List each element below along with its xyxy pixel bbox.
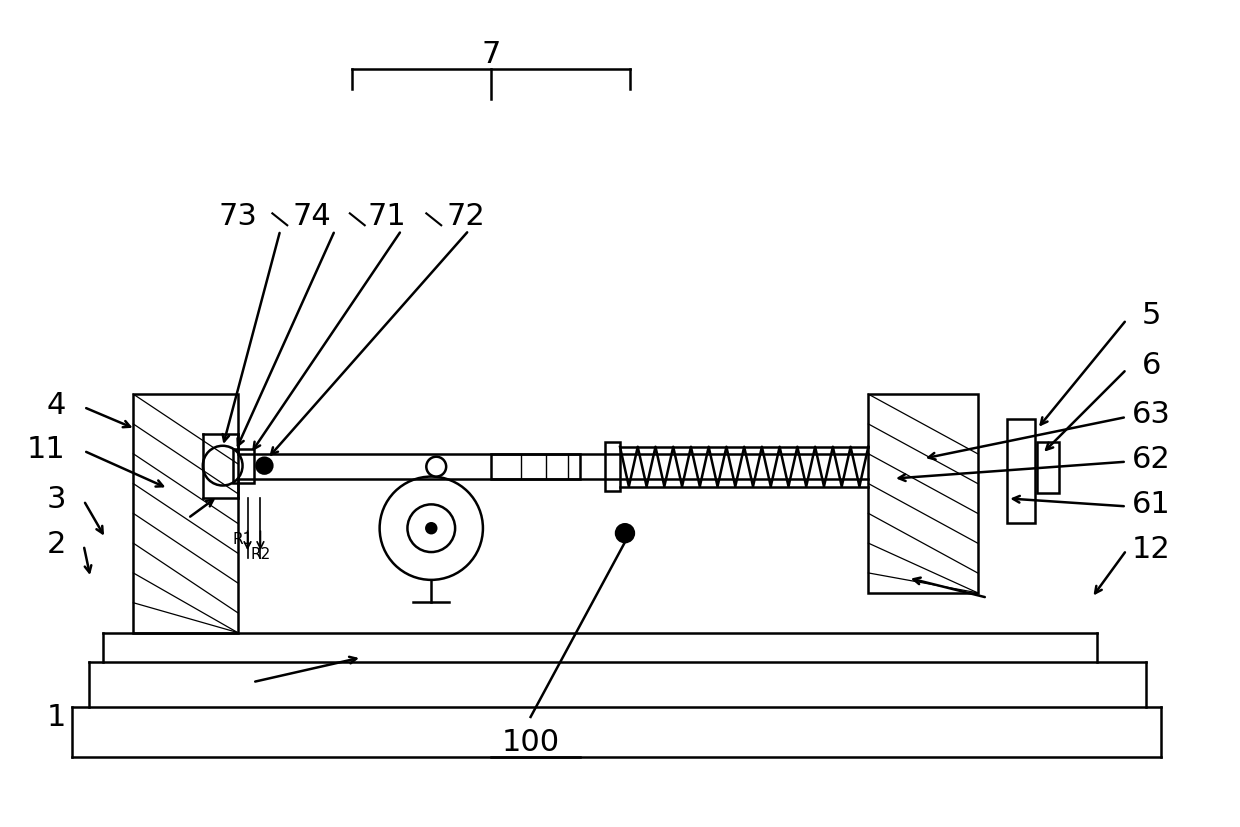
Circle shape [427,457,446,477]
Text: 74: 74 [293,202,331,231]
Circle shape [257,458,273,474]
Text: 7: 7 [481,40,501,69]
Text: 5: 5 [1142,301,1161,330]
Bar [1037,442,1059,494]
Circle shape [427,523,436,533]
Text: 73: 73 [218,202,257,231]
Text: 72: 72 [446,202,485,231]
Text: 4: 4 [46,390,66,419]
Circle shape [203,447,243,486]
Circle shape [379,477,482,581]
Bar [233,449,254,483]
Text: 11: 11 [27,435,66,464]
Circle shape [616,524,634,543]
Text: 63: 63 [1132,400,1171,429]
Text: 3: 3 [46,485,66,514]
Text: 1: 1 [46,703,66,732]
Bar [1007,419,1035,523]
Text: 61: 61 [1132,490,1171,519]
Text: 2: 2 [46,529,66,558]
Bar [868,394,977,593]
Text: R1: R1 [232,531,253,546]
Text: 62: 62 [1132,445,1171,474]
Bar [133,394,238,633]
Bar [605,442,620,492]
Text: 100: 100 [501,728,559,757]
Text: 6: 6 [1142,351,1161,380]
Circle shape [408,504,455,552]
Text: R2: R2 [250,546,270,561]
Text: 12: 12 [1132,534,1171,563]
Bar [491,454,580,479]
Text: 71: 71 [367,202,405,231]
